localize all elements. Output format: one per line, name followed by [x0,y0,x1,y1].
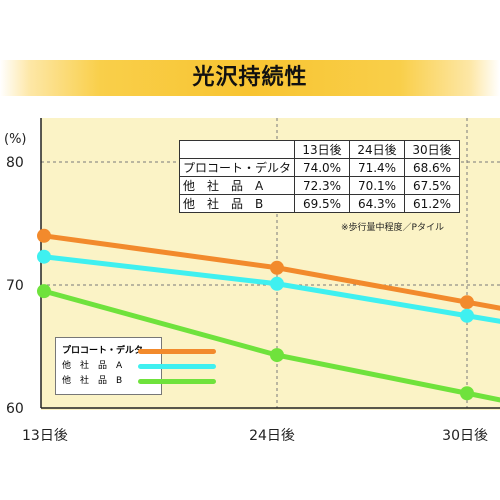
y-tick-label: 70 [6,278,24,294]
table-cell: 74.0% [294,158,351,177]
table-cell: 70.1% [349,176,406,195]
series-line [41,233,500,311]
table-row-label: 他 社 品 A [178,176,296,195]
data-table: 13日後 24日後 30日後 プロコート・デルタ 74.0% 71.4% 68.… [178,140,461,213]
table-row-label: プロコート・デルタ [178,158,296,177]
table-row: 他 社 品 A 72.3% 70.1% 67.5% [178,176,461,195]
data-point [460,295,474,310]
table-cell: 69.5% [294,194,351,213]
table-corner-cell [178,140,296,159]
data-point [270,276,284,291]
data-point [270,348,284,363]
chart-title: 光沢持続性 [192,65,308,90]
table-cell: 68.6% [404,158,461,177]
table-cell: 67.5% [404,176,461,195]
data-point [270,260,284,275]
y-axis-unit: (%) [4,132,27,147]
data-point [460,386,474,401]
legend-label: 他 社 品 A [62,361,123,371]
table-cell: 72.3% [294,176,351,195]
table-row: 他 社 品 B 69.5% 64.3% 61.2% [178,194,461,213]
table-header: 30日後 [404,140,461,159]
x-tick-label: 24日後 [249,428,295,444]
table-row-label: 他 社 品 B [178,194,296,213]
table-header: 13日後 [294,140,351,159]
data-point [37,228,51,243]
data-point [37,284,51,299]
legend-label: プロコート・デルタ [62,346,144,356]
series-line [41,254,500,324]
table-cell: 64.3% [349,194,406,213]
table-row: プロコート・デルタ 74.0% 71.4% 68.6% [178,158,461,177]
legend: プロコート・デルタ 他 社 品 A 他 社 品 B [55,337,216,395]
legend-swatch [138,379,216,384]
x-tick-label: 13日後 [22,428,68,444]
table-header-row: 13日後 24日後 30日後 [178,140,461,159]
title-band [0,60,500,96]
table-cell: 61.2% [404,194,461,213]
y-tick-label: 60 [6,401,24,417]
table-header: 24日後 [349,140,406,159]
footnote: ※歩行量中程度／Pタイル [341,223,444,233]
y-tick-label: 80 [6,155,24,171]
legend-swatch [138,349,216,354]
series-line [41,288,500,403]
data-point [37,249,51,264]
legend-swatch [138,364,216,369]
legend-label: 他 社 品 B [62,376,123,386]
series-group [37,228,500,403]
table-cell: 71.4% [349,158,406,177]
x-tick-label: 30日後 [442,428,488,444]
data-point [460,308,474,323]
